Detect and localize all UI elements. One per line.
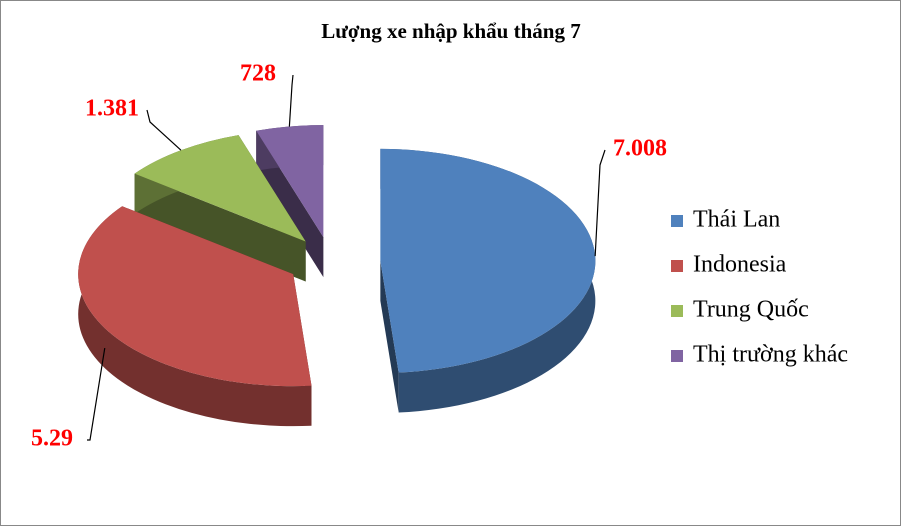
pie-slice [134, 135, 306, 282]
legend-label: Indonesia [693, 252, 787, 278]
legend-swatch [671, 260, 683, 272]
data-label: 1.381 [85, 96, 139, 122]
data-label: 7.008 [613, 136, 667, 162]
legend-label: Thái Lan [693, 207, 780, 233]
pie-slice [78, 206, 312, 427]
slice-wall [380, 260, 399, 413]
slice-wall [134, 173, 306, 282]
chart-title: Lượng xe nhập khẩu tháng 7 [321, 19, 580, 43]
slice-top [380, 148, 596, 373]
legend-swatch [671, 350, 683, 362]
leader-line [594, 149, 606, 257]
legend-swatch [671, 215, 683, 227]
legend-label: Trung Quốc [693, 297, 809, 323]
legend-label: Thị trường khác [693, 342, 848, 368]
leader-line [87, 347, 106, 441]
slice-top [134, 135, 306, 242]
pie-slice [256, 125, 324, 278]
slice-side [78, 206, 312, 427]
pie-slice [380, 148, 596, 413]
leader-line [146, 109, 182, 151]
data-label: 728 [240, 61, 276, 87]
data-label: 5.29 [31, 426, 73, 452]
slice-top [256, 125, 324, 238]
legend-swatch [671, 305, 683, 317]
leader-line [288, 74, 294, 127]
slice-top [78, 206, 312, 387]
